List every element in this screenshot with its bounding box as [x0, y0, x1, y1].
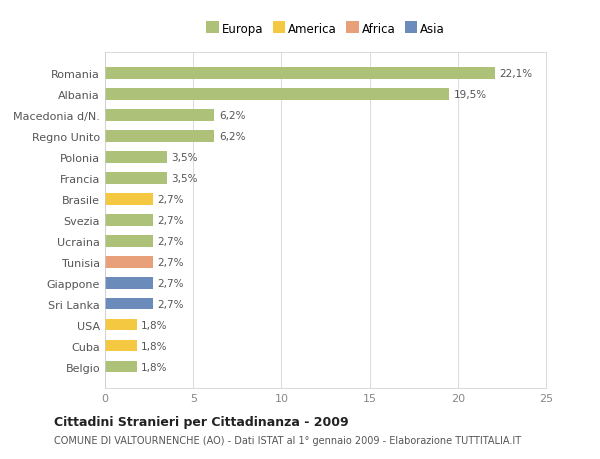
Text: 19,5%: 19,5%	[454, 90, 487, 100]
Text: COMUNE DI VALTOURNENCHE (AO) - Dati ISTAT al 1° gennaio 2009 - Elaborazione TUTT: COMUNE DI VALTOURNENCHE (AO) - Dati ISTA…	[54, 435, 521, 445]
Text: 1,8%: 1,8%	[141, 320, 167, 330]
Bar	[105, 361, 137, 373]
Text: 2,7%: 2,7%	[157, 257, 184, 267]
Bar	[105, 340, 137, 352]
Legend: Europa, America, Africa, Asia: Europa, America, Africa, Asia	[202, 18, 449, 41]
Bar	[105, 214, 152, 226]
Text: 2,7%: 2,7%	[157, 195, 184, 204]
Text: 2,7%: 2,7%	[157, 278, 184, 288]
Bar	[105, 173, 167, 184]
Bar	[105, 194, 152, 205]
Bar	[105, 319, 137, 331]
Bar	[105, 152, 167, 163]
Text: 6,2%: 6,2%	[219, 132, 245, 141]
Text: 2,7%: 2,7%	[157, 299, 184, 309]
Bar	[105, 298, 152, 310]
Text: 2,7%: 2,7%	[157, 236, 184, 246]
Text: 1,8%: 1,8%	[141, 362, 167, 372]
Text: 1,8%: 1,8%	[141, 341, 167, 351]
Text: Cittadini Stranieri per Cittadinanza - 2009: Cittadini Stranieri per Cittadinanza - 2…	[54, 415, 349, 428]
Text: 3,5%: 3,5%	[171, 174, 197, 184]
Text: 22,1%: 22,1%	[499, 69, 532, 79]
Bar	[105, 131, 214, 142]
Bar	[105, 68, 495, 79]
Bar	[105, 89, 449, 101]
Bar	[105, 257, 152, 268]
Text: 3,5%: 3,5%	[171, 152, 197, 162]
Bar	[105, 235, 152, 247]
Text: 6,2%: 6,2%	[219, 111, 245, 121]
Bar	[105, 110, 214, 121]
Text: 2,7%: 2,7%	[157, 215, 184, 225]
Bar	[105, 277, 152, 289]
